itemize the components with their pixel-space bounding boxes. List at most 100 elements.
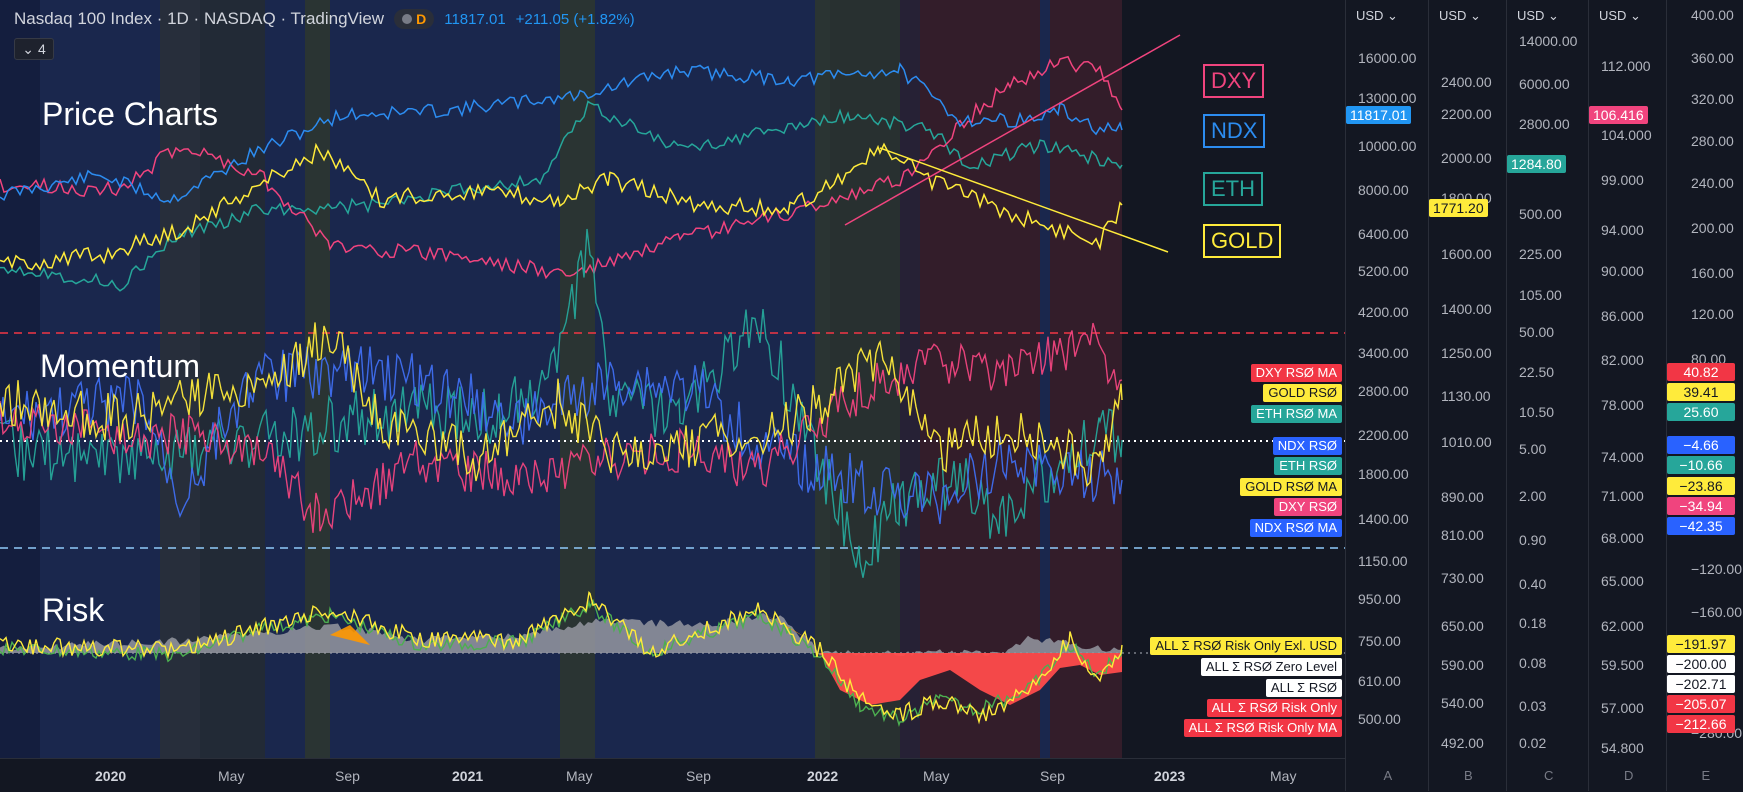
- last-price-label: 1771.20: [1429, 199, 1488, 217]
- axis-tick-label: 2.00: [1519, 488, 1547, 504]
- axis-tick-label: 6000.00: [1519, 76, 1570, 92]
- section-label-price: Price Charts: [42, 96, 219, 132]
- axis-tick-label: 0.90: [1519, 532, 1547, 548]
- indicator-value-label: −34.94: [1667, 497, 1735, 515]
- axis-tick-label: 99.000: [1601, 172, 1644, 188]
- axis-tick-label: 13000.00: [1358, 90, 1417, 106]
- axis-tick-label: 2400.00: [1441, 74, 1492, 90]
- indicator-label[interactable]: ALL Σ RSØ Risk Only MA: [1183, 719, 1342, 737]
- indicator-label[interactable]: ALL Σ RSØ Zero Level: [1200, 658, 1342, 676]
- axis-tick-label: 62.000: [1601, 618, 1644, 634]
- gold-price-line: [0, 142, 1123, 271]
- price-axis-e[interactable]: 400.00 360.00 320.00 280.00 240.00 200.00 160.…: [1666, 0, 1743, 791]
- last-price-label: 106.416: [1589, 106, 1648, 124]
- indicator-value-label: 39.41: [1667, 383, 1735, 401]
- currency-dropdown[interactable]: USD ⌄: [1439, 8, 1481, 23]
- axis-tick-label: 2200.00: [1441, 106, 1492, 122]
- gold-trendline: [879, 147, 1169, 253]
- dxy-trendline: [844, 34, 1181, 226]
- axis-tick-label: 400.00: [1691, 7, 1734, 23]
- axis-tick-label: 950.00: [1358, 591, 1401, 607]
- indicator-label[interactable]: NDX RSØ MA: [1249, 519, 1342, 537]
- axis-tick-label: 2800.00: [1358, 383, 1409, 399]
- price-axis-d[interactable]: USD ⌄ 112.000 104.000 99.000 94.000 90.000 86.…: [1588, 0, 1667, 791]
- regime-band: [1040, 0, 1050, 758]
- legend-toggle-button[interactable]: ⌄ 4: [14, 38, 54, 60]
- market-status-icon: [402, 14, 413, 24]
- axis-name: B: [1464, 768, 1473, 783]
- time-tick-label: Sep: [335, 768, 360, 784]
- indicator-value-label: −4.66: [1667, 436, 1735, 454]
- risk-green-line: [0, 598, 1123, 728]
- indicator-label[interactable]: NDX RSØ: [1272, 437, 1342, 455]
- axis-tick-label: 120.00: [1691, 306, 1734, 322]
- indicator-label[interactable]: ETH RSØ: [1274, 457, 1342, 475]
- indicator-value-label: −212.66: [1667, 715, 1735, 733]
- indicator-value-label: 40.82: [1667, 363, 1735, 381]
- chart-header: Nasdaq 100 Index · 1D · NASDAQ · Trading…: [14, 8, 635, 30]
- indicator-label[interactable]: GOLD RSØ MA: [1240, 478, 1342, 496]
- axis-tick-label: 160.00: [1691, 265, 1734, 281]
- axis-tick-label: 68.000: [1601, 530, 1644, 546]
- risk-yellow-line: [0, 591, 1123, 725]
- regime-band: [40, 0, 160, 758]
- gold-momentum-line: [0, 322, 1123, 488]
- axis-tick-label: 500.00: [1358, 711, 1401, 727]
- indicator-value-label: 25.60: [1667, 403, 1735, 421]
- axis-tick-label: 74.000: [1601, 449, 1644, 465]
- currency-dropdown[interactable]: USD ⌄: [1356, 8, 1398, 23]
- axis-tick-label: 71.000: [1601, 488, 1644, 504]
- axis-name: E: [1701, 768, 1711, 783]
- interval-letter: D: [416, 11, 427, 27]
- symbol-box-dxy: DXY: [1203, 64, 1265, 98]
- chart-plot[interactable]: [0, 0, 1345, 758]
- time-tick-label: Sep: [686, 768, 711, 784]
- section-label-momentum: Momentum: [40, 348, 201, 384]
- axis-tick-label: 6400.00: [1358, 226, 1409, 242]
- last-price-label: 1284.80: [1507, 155, 1566, 173]
- time-tick-label: 2021: [452, 768, 484, 784]
- indicator-label[interactable]: ALL Σ RSØ Risk Only: [1206, 699, 1342, 717]
- axis-tick-label: 0.18: [1519, 615, 1547, 631]
- chart-pane[interactable]: Nasdaq 100 Index · 1D · NASDAQ · Trading…: [0, 0, 1345, 758]
- indicator-label[interactable]: ALL Σ RSØ: [1265, 679, 1342, 697]
- axis-tick-label: 104.000: [1601, 127, 1652, 143]
- symbol-title[interactable]: Nasdaq 100 Index · 1D · NASDAQ · Trading…: [14, 9, 385, 28]
- axis-tick-label: 360.00: [1691, 50, 1734, 66]
- axis-tick-label: 105.00: [1519, 287, 1562, 303]
- axis-name: C: [1544, 768, 1554, 783]
- axis-tick-label: 57.000: [1601, 700, 1644, 716]
- axis-tick-label: 590.00: [1441, 657, 1484, 673]
- price-axis-b[interactable]: USD ⌄ 2400.00 2200.00 2000.00 1800.00 1600.00…: [1428, 0, 1507, 791]
- indicator-label[interactable]: DXY RSØ MA: [1250, 364, 1342, 382]
- currency-dropdown[interactable]: USD ⌄: [1599, 8, 1641, 23]
- indicator-label[interactable]: DXY RSØ: [1273, 498, 1342, 516]
- indicator-label[interactable]: GOLD RSØ: [1263, 384, 1342, 402]
- axis-tick-label: 1130.00: [1441, 388, 1491, 404]
- regime-band: [0, 0, 40, 758]
- axis-tick-label: 0.40: [1519, 576, 1547, 592]
- dxy-price-line: [0, 55, 1123, 280]
- axis-tick-label: 1250.00: [1441, 345, 1492, 361]
- axis-tick-label: 5200.00: [1358, 263, 1409, 279]
- time-tick-label: 2020: [95, 768, 127, 784]
- eth-momentum-line: [0, 228, 1123, 578]
- currency-dropdown[interactable]: USD ⌄: [1517, 8, 1559, 23]
- axis-name: D: [1624, 768, 1634, 783]
- axis-tick-label: 610.00: [1358, 673, 1401, 689]
- time-axis[interactable]: 2020 May Sep 2021 May Sep 2022 May Sep 2023 May: [0, 758, 1345, 792]
- legend-count: 4: [37, 41, 46, 57]
- indicator-label[interactable]: ALL Σ RSØ Risk Only Exl. USD: [1150, 637, 1342, 655]
- interval-badge[interactable]: D: [394, 9, 435, 29]
- axis-tick-label: 86.000: [1601, 308, 1644, 324]
- regime-band: [900, 0, 920, 758]
- axis-tick-label: 1010.00: [1441, 434, 1492, 450]
- axis-tick-label: 8000.00: [1358, 182, 1409, 198]
- indicator-label[interactable]: ETH RSØ MA: [1251, 405, 1342, 423]
- indicator-value-label: −205.07: [1667, 695, 1735, 713]
- price-axis-c[interactable]: USD ⌄ 14000.00 6000.00 2800.00 500.00 225.00 1…: [1506, 0, 1589, 791]
- axis-tick-label: 59.500: [1601, 657, 1644, 673]
- price-axis-a[interactable]: USD ⌄ 16000.00 13000.00 10000.00 8000.00 6400…: [1345, 0, 1429, 791]
- axis-tick-label: 10.50: [1519, 404, 1555, 420]
